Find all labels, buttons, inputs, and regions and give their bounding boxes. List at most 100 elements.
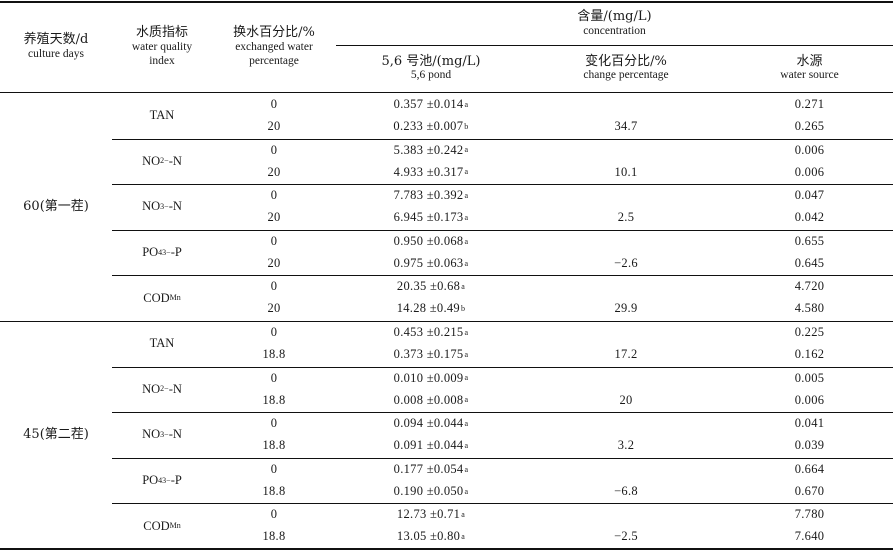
exchange-percentage: 18.8 [262, 529, 286, 544]
header-change-en: change percentage [583, 69, 669, 82]
exchange-percentage: 0 [270, 461, 278, 476]
header-exchange-en-1: exchanged water [235, 41, 313, 53]
exchange-percentage: 20 [267, 164, 281, 179]
water-source-value: 7.640 [794, 529, 825, 544]
indicator-name: TAN [112, 321, 212, 367]
water-source-value: 0.645 [794, 255, 825, 270]
significance-letter: b [460, 304, 466, 314]
water-source-value: 0.041 [794, 416, 825, 431]
header-content-zh: 含量/(mg/L) [577, 9, 652, 25]
change-percentage: 10.1 [614, 164, 638, 179]
pond-value: 20.35 ±0.68 a [336, 275, 526, 298]
significance-letter: a [464, 236, 469, 246]
pond-value: 4.933 ±0.317 a [336, 161, 526, 184]
water-source-value: 0.039 [794, 438, 825, 453]
pond-value-text: 14.28 ±0.49 [396, 301, 460, 316]
change-percentage: −6.8 [614, 483, 638, 498]
significance-letter: a [464, 395, 469, 405]
exchange-percentage: 0 [270, 370, 278, 385]
significance-letter: a [461, 532, 466, 542]
group-label: 60(第一茬) [23, 199, 89, 215]
change-percentage: 34.7 [614, 119, 638, 133]
water-source-value: 7.780 [794, 507, 825, 522]
indicator-base: NO [142, 427, 161, 442]
change-percentage: 2.5 [617, 210, 635, 225]
significance-letter: a [464, 258, 469, 268]
pond-value-text: 0.190 ±0.050 [393, 483, 464, 498]
water-source-value: 4.580 [794, 301, 825, 316]
pond-value: 0.010 ±0.009 a [336, 367, 526, 390]
indicator-rule [112, 229, 893, 231]
exchange-percentage: 20 [267, 301, 281, 316]
indicator-suffix: -P [170, 245, 182, 260]
significance-letter: a [464, 349, 469, 359]
indicator-name: COD Mn [143, 518, 181, 533]
header-change-zh: 变化百分比/% [585, 53, 667, 69]
header-content-rule [336, 45, 893, 46]
group-label: 45(第二茬) [23, 427, 89, 443]
indicator-name: TAN [112, 93, 212, 139]
change-percentage: 3.2 [617, 438, 635, 453]
pond-value-text: 0.373 ±0.175 [393, 347, 464, 361]
significance-letter: a [464, 167, 469, 177]
header-indicator-zh: 水质指标 [135, 25, 188, 41]
water-source-value: 0.042 [794, 210, 825, 225]
indicator-name: NO 3− -N [142, 427, 182, 442]
group-rule [0, 321, 893, 322]
table-top-rule [0, 1, 893, 3]
header-bottom-rule [0, 92, 893, 93]
change-percentage: −2.5 [614, 529, 638, 544]
pond-value: 7.783 ±0.392 a [336, 184, 526, 207]
pond-value: 14.28 ±0.49 b [336, 297, 526, 320]
pond-value-text: 5.383 ±0.242 [393, 142, 464, 157]
pond-value-text: 0.091 ±0.044 [393, 438, 464, 453]
pond-value-text: 0.008 ±0.008 [393, 392, 464, 407]
change-percentage: 29.9 [614, 301, 638, 316]
exchange-percentage: 0 [270, 97, 278, 111]
significance-letter: a [464, 99, 469, 109]
exchange-percentage: 0 [270, 507, 278, 522]
water-source-value: 4.720 [794, 279, 825, 294]
water-source-value: 0.005 [794, 370, 825, 385]
significance-letter: a [464, 486, 469, 496]
significance-letter: a [461, 510, 466, 520]
indicator-suffix: -N [168, 427, 182, 442]
water-source-value: 0.225 [794, 325, 825, 339]
indicator-base: COD [143, 518, 170, 533]
indicator-name: COD Mn [143, 290, 181, 305]
header-culture-days-en: culture days [28, 47, 84, 60]
exchange-percentage: 20 [267, 210, 281, 225]
exchange-percentage: 18.8 [262, 438, 286, 453]
header-culture-days-zh: 养殖天数/d [23, 32, 89, 48]
significance-letter: a [464, 212, 469, 222]
header-content: 含量/(mg/L) concentration [336, 4, 893, 44]
header-content-en: concentration [583, 24, 646, 37]
exchange-percentage: 0 [270, 188, 278, 203]
indicator-rule [112, 503, 893, 505]
group-rule [0, 548, 893, 550]
pond-value-text: 6.945 ±0.173 [393, 210, 464, 225]
significance-letter: a [464, 464, 469, 474]
significance-letter: a [464, 440, 469, 450]
exchange-percentage: 20 [267, 255, 281, 270]
indicator-suffix: -N [168, 381, 182, 396]
indicator-rule [112, 457, 893, 459]
pond-value-text: 0.453 ±0.215 [393, 325, 464, 339]
indicator-base: NO [142, 199, 161, 214]
change-percentage: 17.2 [614, 347, 638, 361]
pond-value-text: 0.010 ±0.009 [393, 370, 464, 385]
significance-letter: a [464, 327, 469, 337]
pond-value: 0.190 ±0.050 a [336, 480, 526, 503]
indicator-name: PO 4 3− -P [142, 473, 182, 488]
indicator-base: COD [143, 290, 170, 305]
indicator-name: NO 3− -N [142, 199, 182, 214]
header-exchange-zh: 换水百分比/% [233, 25, 315, 41]
pond-value-text: 0.357 ±0.014 [393, 97, 464, 111]
indicator-rule [112, 412, 893, 414]
water-source-value: 0.271 [794, 97, 825, 111]
significance-letter: b [464, 121, 469, 131]
pond-value: 6.945 ±0.173 a [336, 206, 526, 229]
pond-value: 0.975 ±0.063 a [336, 252, 526, 275]
indicator-suffix: -P [170, 473, 182, 488]
indicator-base: PO [142, 473, 159, 488]
